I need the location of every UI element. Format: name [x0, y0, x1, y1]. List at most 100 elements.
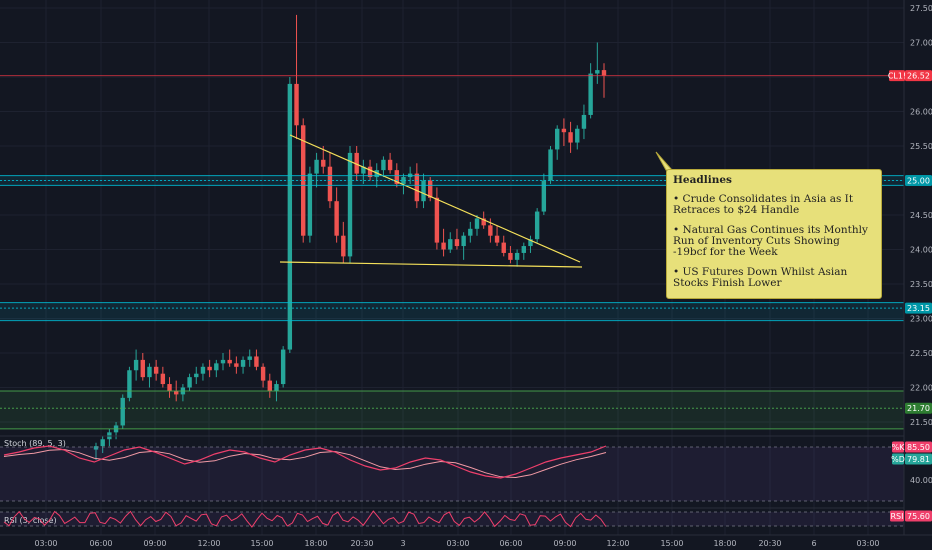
- candle[interactable]: [428, 177, 433, 202]
- candle-body: [367, 166, 373, 178]
- candle[interactable]: [561, 118, 567, 146]
- candle[interactable]: [448, 232, 453, 253]
- price-tick-label: 22.50: [910, 349, 932, 358]
- candle[interactable]: [595, 42, 600, 84]
- candle[interactable]: [555, 125, 560, 160]
- candle[interactable]: [260, 363, 266, 388]
- candle[interactable]: [454, 228, 460, 250]
- candle[interactable]: [200, 363, 206, 381]
- candle[interactable]: [541, 173, 547, 215]
- candle[interactable]: [207, 359, 212, 378]
- candle[interactable]: [341, 221, 346, 264]
- stochastic-panel[interactable]: Stoch (89, 5, 3): [0, 435, 932, 502]
- candle-body: [548, 149, 553, 181]
- last-price-tag: 26.52: [907, 72, 930, 81]
- candle[interactable]: [568, 121, 573, 153]
- candle[interactable]: [294, 14, 299, 140]
- candle[interactable]: [434, 187, 440, 250]
- time-tick-label: 06:00: [499, 539, 522, 548]
- candle-body: [247, 356, 252, 360]
- candle[interactable]: [381, 156, 386, 178]
- news-headlines-box[interactable]: Headlines • Crude Consolidates in Asia a…: [666, 169, 882, 299]
- news-item: • US Futures Down Whilst Asian Stocks Fi…: [673, 266, 848, 289]
- candle[interactable]: [494, 225, 500, 247]
- stoch-k-label-tag-bg: [892, 441, 904, 453]
- candle-body: [240, 359, 246, 367]
- candle[interactable]: [280, 346, 286, 388]
- candle[interactable]: [474, 215, 480, 236]
- stoch-title: Stoch (89, 5, 3): [4, 439, 66, 448]
- candle-body: [481, 218, 486, 226]
- candle-body: [147, 366, 152, 378]
- candle[interactable]: [287, 77, 293, 353]
- candle-body: [354, 152, 359, 174]
- candle[interactable]: [140, 353, 145, 381]
- candle-body: [100, 439, 105, 447]
- candle[interactable]: [220, 353, 226, 371]
- level-tag: 25.00: [907, 177, 930, 186]
- candle-body: [521, 246, 526, 253]
- time-tick-label: 15:00: [250, 539, 273, 548]
- candle[interactable]: [441, 228, 446, 257]
- candle[interactable]: [508, 246, 513, 264]
- candle[interactable]: [468, 221, 473, 243]
- stoch-k-label-tag: %K: [892, 443, 906, 452]
- rsi-panel[interactable]: RSI (3, close): [0, 507, 932, 528]
- time-tick-label: 15:00: [660, 539, 683, 548]
- candle[interactable]: [234, 356, 239, 374]
- price-tick-label: 23.50: [910, 280, 932, 289]
- candle[interactable]: [187, 373, 192, 391]
- stoch-d-label-tag-bg: [892, 453, 904, 465]
- candle-body: [133, 359, 139, 371]
- candle[interactable]: [514, 249, 520, 267]
- candle[interactable]: [167, 377, 172, 398]
- candle[interactable]: [267, 373, 272, 398]
- price-axis[interactable]: 27.5027.0026.5026.0025.5025.0024.5024.00…: [903, 0, 932, 550]
- candle[interactable]: [247, 349, 252, 367]
- candle[interactable]: [588, 63, 593, 119]
- candle[interactable]: [133, 349, 139, 381]
- time-axis[interactable]: 03:00 06:00 09:00 12:00 15:00 18:00 20:30 3 03:0…: [0, 534, 932, 548]
- candle[interactable]: [581, 104, 587, 140]
- candle[interactable]: [575, 125, 580, 150]
- candle[interactable]: [160, 366, 166, 388]
- candle[interactable]: [153, 359, 159, 381]
- price-tick-label: 27.50: [910, 4, 932, 13]
- candle[interactable]: [127, 366, 132, 402]
- candle[interactable]: [387, 152, 393, 174]
- candle[interactable]: [307, 166, 313, 243]
- candle[interactable]: [548, 146, 553, 184]
- price-tick-label: 25.50: [910, 142, 932, 151]
- candle[interactable]: [421, 173, 426, 209]
- candle[interactable]: [254, 349, 259, 371]
- candle[interactable]: [347, 146, 353, 264]
- candle[interactable]: [601, 63, 607, 98]
- candle[interactable]: [521, 242, 526, 260]
- candle[interactable]: [240, 356, 246, 374]
- candle[interactable]: [214, 359, 219, 378]
- candle[interactable]: [301, 118, 306, 243]
- candle[interactable]: [321, 146, 326, 174]
- candle-body: [414, 173, 420, 202]
- candle[interactable]: [120, 394, 125, 429]
- rsi-tag: 75.60: [907, 512, 930, 521]
- candle[interactable]: [461, 232, 466, 260]
- price-tick-label: 23.00: [910, 315, 932, 324]
- candle[interactable]: [528, 235, 533, 253]
- candle[interactable]: [194, 366, 199, 385]
- time-tick-label: 03:00: [34, 539, 57, 548]
- candle[interactable]: [401, 173, 406, 195]
- candle[interactable]: [501, 235, 506, 257]
- candle[interactable]: [227, 349, 232, 367]
- grid: [0, 0, 904, 535]
- candle[interactable]: [334, 187, 339, 243]
- candle[interactable]: [534, 208, 540, 243]
- candle[interactable]: [93, 442, 99, 460]
- candle[interactable]: [354, 146, 359, 181]
- candle[interactable]: [361, 159, 366, 184]
- candle-body: [561, 128, 567, 133]
- candle[interactable]: [100, 435, 105, 454]
- candle[interactable]: [314, 152, 319, 188]
- candle[interactable]: [147, 363, 152, 388]
- stoch-d-tag-bg: [905, 453, 932, 465]
